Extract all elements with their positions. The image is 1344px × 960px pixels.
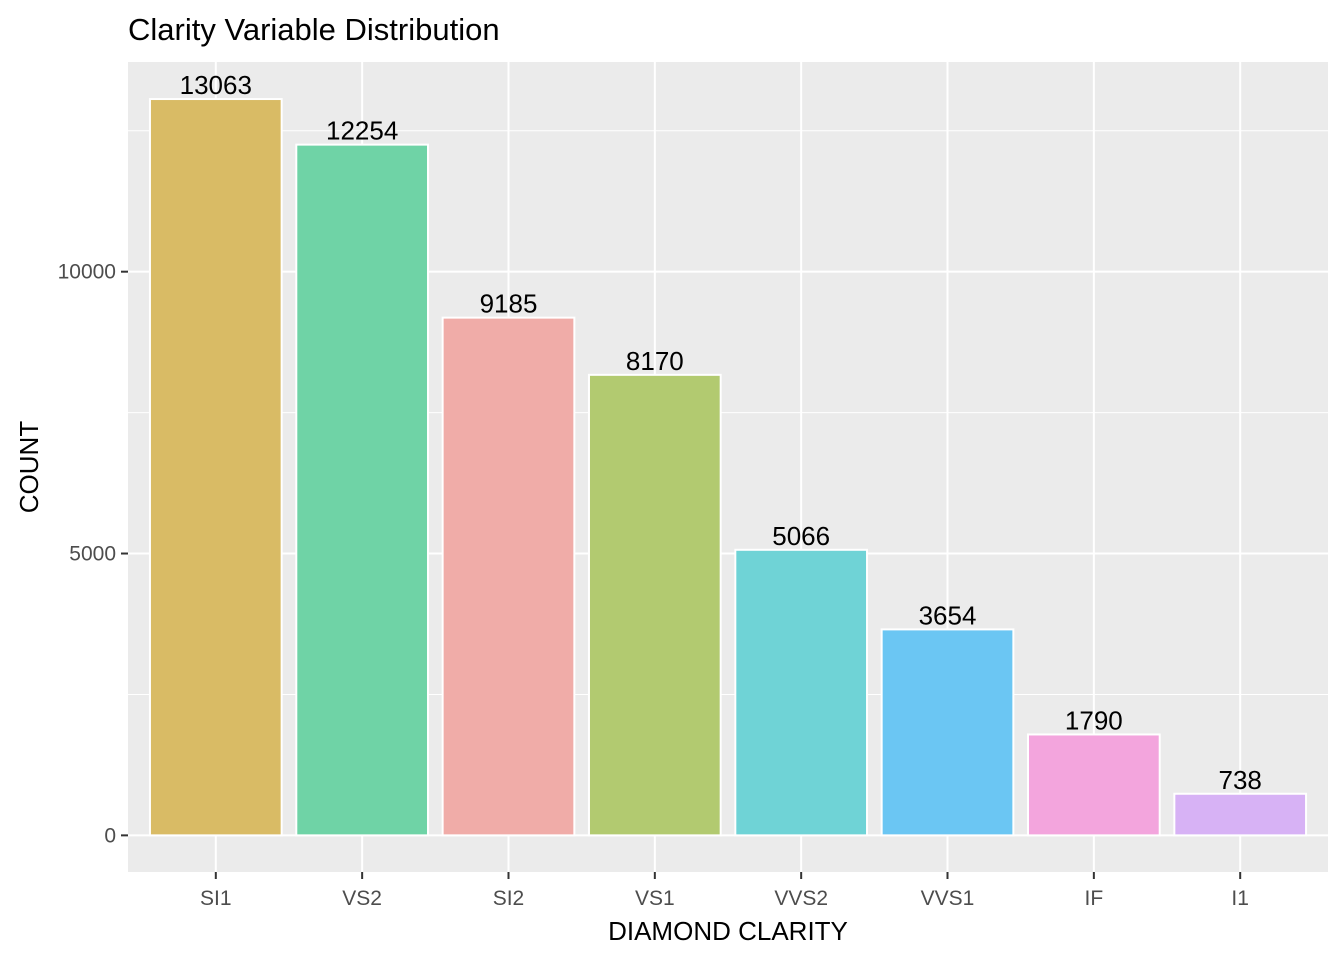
bar-vs2 bbox=[295, 143, 430, 837]
y-tick-label: 10000 bbox=[58, 261, 116, 284]
x-tick-label-i1: I1 bbox=[1231, 887, 1249, 910]
data-label-if: 1790 bbox=[1065, 705, 1123, 735]
data-labels: 13063 12254 9185 8170 5066 3654 1790 738 bbox=[180, 70, 1262, 795]
data-label-si2: 9185 bbox=[480, 289, 538, 319]
data-label-vs2: 12254 bbox=[326, 116, 398, 146]
data-label-vs1: 8170 bbox=[626, 346, 684, 376]
y-axis: 0 5000 10000 bbox=[58, 261, 128, 847]
data-label-vvs1: 3654 bbox=[919, 600, 977, 630]
chart-title: Clarity Variable Distribution bbox=[128, 12, 500, 47]
x-tick-label-if: IF bbox=[1085, 887, 1104, 910]
data-label-si1: 13063 bbox=[180, 70, 252, 100]
y-tick-label: 0 bbox=[104, 824, 116, 847]
x-axis: SI1 VS2 SI2 VS1 VVS2 VVS1 IF I1 bbox=[200, 872, 1249, 910]
bars bbox=[148, 98, 1308, 837]
data-label-vvs2: 5066 bbox=[772, 521, 830, 551]
bar-si2 bbox=[441, 316, 576, 837]
bar-vvs1 bbox=[880, 628, 1015, 837]
bar-vvs2 bbox=[734, 548, 869, 837]
y-axis-title: COUNT bbox=[14, 421, 44, 514]
x-tick-label-vvs2: VVS2 bbox=[774, 887, 828, 910]
x-tick-label-vvs1: VVS1 bbox=[921, 887, 975, 910]
x-tick-label-vs2: VS2 bbox=[342, 887, 382, 910]
bar-if bbox=[1027, 733, 1161, 837]
bar-i1 bbox=[1173, 792, 1308, 837]
x-tick-label-si2: SI2 bbox=[493, 887, 525, 910]
data-label-i1: 738 bbox=[1218, 765, 1261, 795]
x-axis-title: DIAMOND CLARITY bbox=[608, 916, 848, 946]
bar-vs1 bbox=[587, 373, 722, 837]
x-tick-label-si1: SI1 bbox=[200, 887, 232, 910]
y-tick-label: 5000 bbox=[69, 543, 116, 566]
bar-si1 bbox=[148, 98, 283, 837]
x-tick-label-vs1: VS1 bbox=[635, 887, 675, 910]
